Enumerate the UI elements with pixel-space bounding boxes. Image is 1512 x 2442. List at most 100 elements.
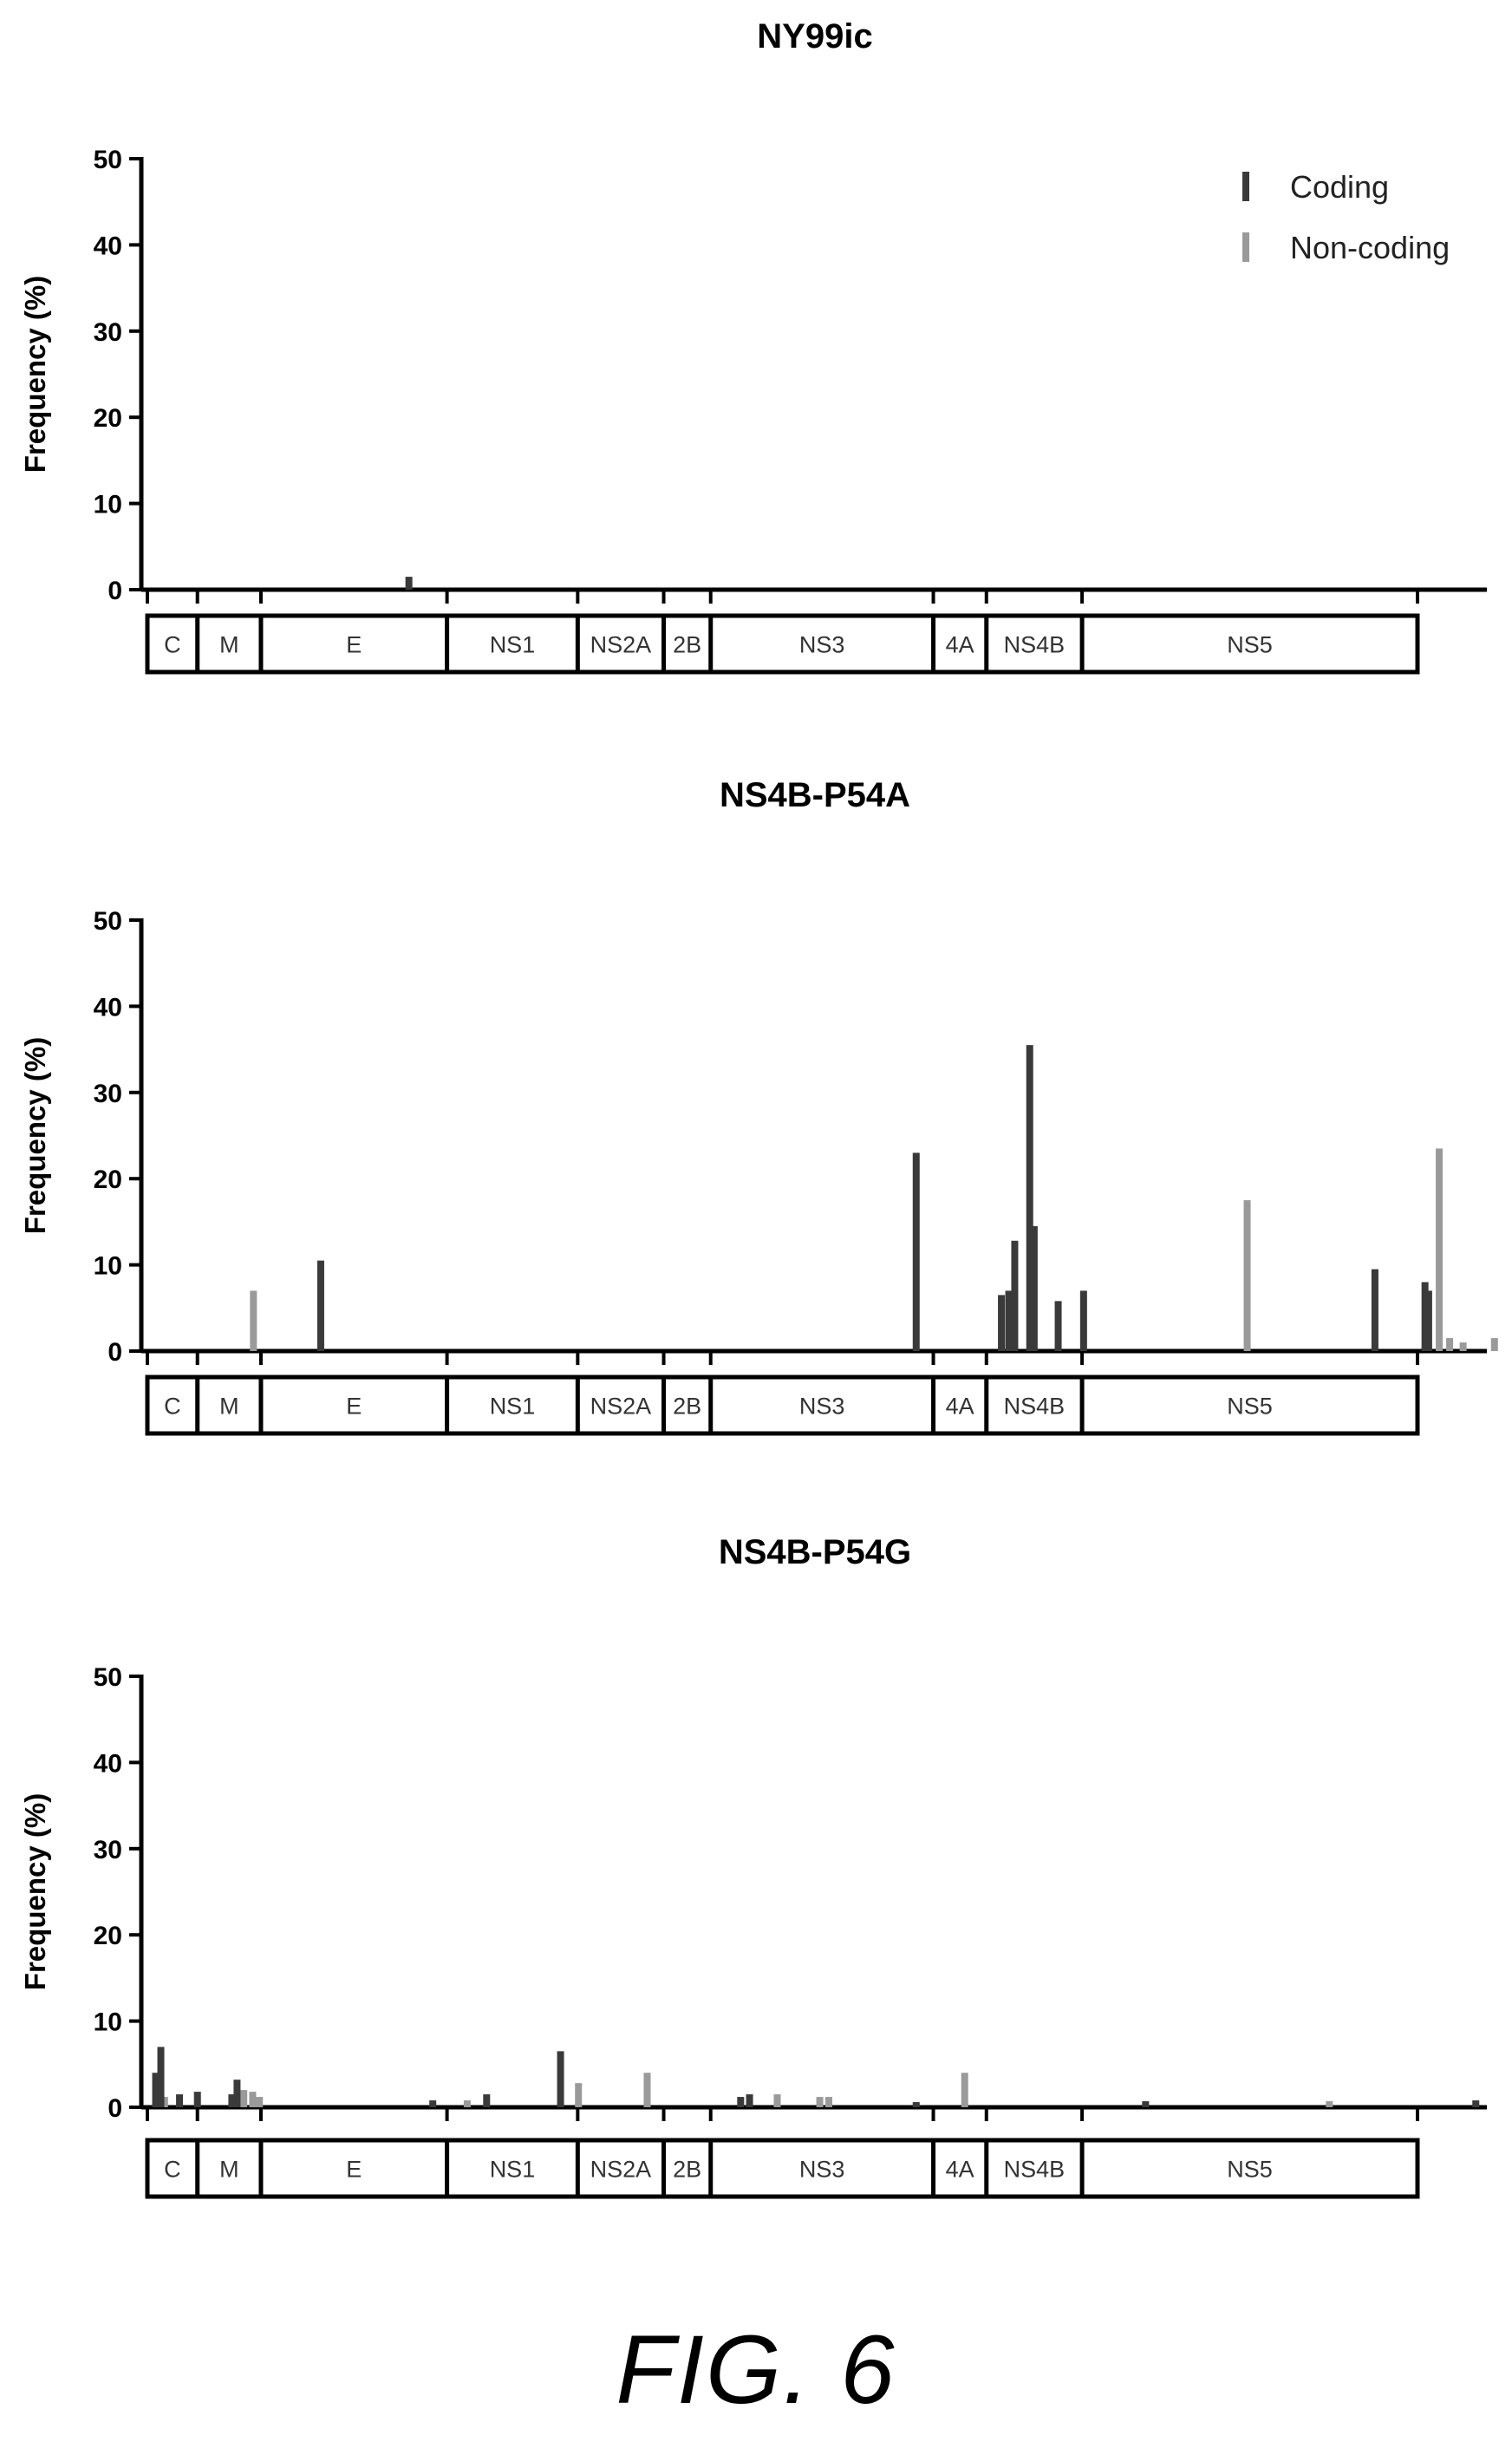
coding-bar	[228, 2094, 236, 2107]
y-tick-label: 50	[94, 907, 122, 936]
genome-segment-label: 2B	[673, 632, 701, 658]
genome-segment-label: NS1	[490, 1394, 536, 1420]
noncoding-bar	[575, 2083, 583, 2107]
genome-segment-label: NS1	[490, 2157, 536, 2183]
coding-bar	[152, 2073, 160, 2107]
coding-bar	[998, 1295, 1006, 1351]
genome-segment-label: NS2A	[590, 2157, 652, 2183]
genome-segment-label: 4A	[946, 632, 974, 658]
legend-noncoding-label: Non-coding	[1290, 230, 1450, 265]
y-tick-label: 10	[94, 491, 122, 519]
noncoding-bar	[773, 2094, 781, 2107]
legend: Coding Non-coding	[1242, 169, 1450, 265]
genome-segment-label: 4A	[946, 1394, 974, 1420]
legend-noncoding-swatch	[1242, 232, 1249, 262]
genome-segment-label: NS5	[1227, 2157, 1273, 2183]
genome-segment-label: NS2A	[590, 1394, 652, 1420]
coding-bar	[1424, 1290, 1432, 1351]
y-axis-label: Frequency (%)	[19, 1037, 51, 1234]
noncoding-bar	[961, 2073, 968, 2107]
chart-title: NY99ic	[757, 17, 872, 56]
noncoding-bar	[1326, 2101, 1333, 2107]
y-tick-label: 0	[108, 577, 122, 605]
coding-bar	[157, 2047, 165, 2107]
coding-bar	[557, 2051, 564, 2107]
y-tick-label: 20	[94, 404, 122, 433]
genome-segment-label: NS4B	[1004, 632, 1066, 658]
genome-segment-label: M	[219, 2157, 239, 2183]
coding-bar	[1472, 2100, 1480, 2107]
genome-segment-label: NS5	[1227, 1394, 1273, 1420]
coding-bar	[737, 2097, 745, 2107]
noncoding-bar	[256, 2097, 264, 2107]
coding-bar	[316, 1260, 324, 1351]
noncoding-bar	[1459, 1342, 1467, 1351]
genome-segment-label: M	[219, 1394, 239, 1420]
coding-bar	[1005, 1290, 1013, 1351]
y-tick-label: 0	[108, 1338, 122, 1367]
genome-segment-label: 2B	[673, 1394, 701, 1420]
noncoding-bar	[816, 2097, 824, 2107]
noncoding-bar	[1436, 1148, 1444, 1351]
y-tick-label: 50	[94, 1663, 122, 1692]
chart-panel-2: NS4B-P54A Frequency (%) 0 10 20 30 40 50 C M E NS1 N…	[19, 776, 1498, 1436]
y-tick-label: 50	[94, 146, 122, 174]
genome-segment-label: NS4B	[1004, 1394, 1066, 1420]
noncoding-bar	[160, 2097, 168, 2107]
coding-bar	[193, 2092, 201, 2107]
chart-panel-3: NS4B-P54G Frequency (%) 0 10 20 30 40 50 C M E NS1 N…	[19, 1533, 1487, 2199]
y-tick-label: 0	[108, 2094, 122, 2123]
genome-segment-label: NS3	[799, 2157, 845, 2183]
genome-segment-label: C	[164, 1394, 181, 1420]
coding-bar	[1011, 1240, 1019, 1351]
coding-bar	[1371, 1269, 1378, 1351]
coding-bar	[1079, 1290, 1087, 1351]
coding-bar	[483, 2094, 491, 2107]
chart-title: NS4B-P54G	[719, 1533, 911, 1571]
coding-bar	[176, 2094, 184, 2107]
genome-segment-label: NS3	[799, 632, 845, 658]
noncoding-bar	[249, 2092, 257, 2107]
coding-bar	[1030, 1225, 1038, 1351]
noncoding-bar	[240, 2090, 248, 2107]
y-tick-label: 20	[94, 1166, 122, 1194]
genome-segment-label: E	[346, 632, 362, 658]
y-axis-label: Frequency (%)	[19, 276, 51, 473]
noncoding-bar	[824, 2097, 832, 2107]
genome-segment-label: NS4B	[1004, 2157, 1066, 2183]
coding-bar	[1026, 1045, 1033, 1351]
figure-caption: FIG. 6	[616, 2315, 896, 2424]
noncoding-bar	[1490, 1338, 1498, 1351]
y-tick-label: 20	[94, 1922, 122, 1950]
genome-segment-label: C	[164, 2157, 181, 2183]
genome-segment-label: E	[346, 1394, 362, 1420]
genome-map-frame	[145, 2138, 1420, 2199]
genome-map-frame	[145, 1374, 1420, 1436]
y-tick-label: 10	[94, 1252, 122, 1281]
genome-segment-label: NS5	[1227, 632, 1273, 658]
coding-bar	[912, 2102, 920, 2107]
coding-bar	[429, 2100, 437, 2107]
genome-map-frame	[145, 613, 1420, 675]
legend-coding-label: Coding	[1290, 169, 1389, 205]
y-tick-label: 40	[94, 1749, 122, 1778]
y-tick-label: 10	[94, 2008, 122, 2037]
coding-bar	[912, 1152, 920, 1351]
genome-segment-label: 4A	[946, 2157, 974, 2183]
y-tick-label: 40	[94, 993, 122, 1022]
genome-segment-label: 2B	[673, 2157, 701, 2183]
noncoding-bar	[1446, 1338, 1454, 1351]
chart-title: NS4B-P54A	[720, 776, 910, 814]
coding-bar	[233, 2080, 241, 2107]
genome-segment-label: NS1	[490, 632, 536, 658]
y-tick-label: 30	[94, 318, 122, 347]
y-tick-label: 30	[94, 1836, 122, 1864]
genome-map: C M E NS1 NS2A 2B NS3 4A NS4B NS5	[145, 1374, 1420, 1436]
genome-map: C M E NS1 NS2A 2B NS3 4A NS4B NS5	[145, 2138, 1420, 2199]
genome-segment-label: NS2A	[590, 632, 652, 658]
coding-bar	[1054, 1301, 1062, 1351]
y-tick-label: 30	[94, 1080, 122, 1108]
chart-panel-1: NY99ic Frequency (%) 0 10 20 30 40 50 C M E NS1 NS2A…	[19, 17, 1487, 675]
noncoding-bar	[250, 1290, 257, 1351]
y-tick-label: 40	[94, 232, 122, 260]
